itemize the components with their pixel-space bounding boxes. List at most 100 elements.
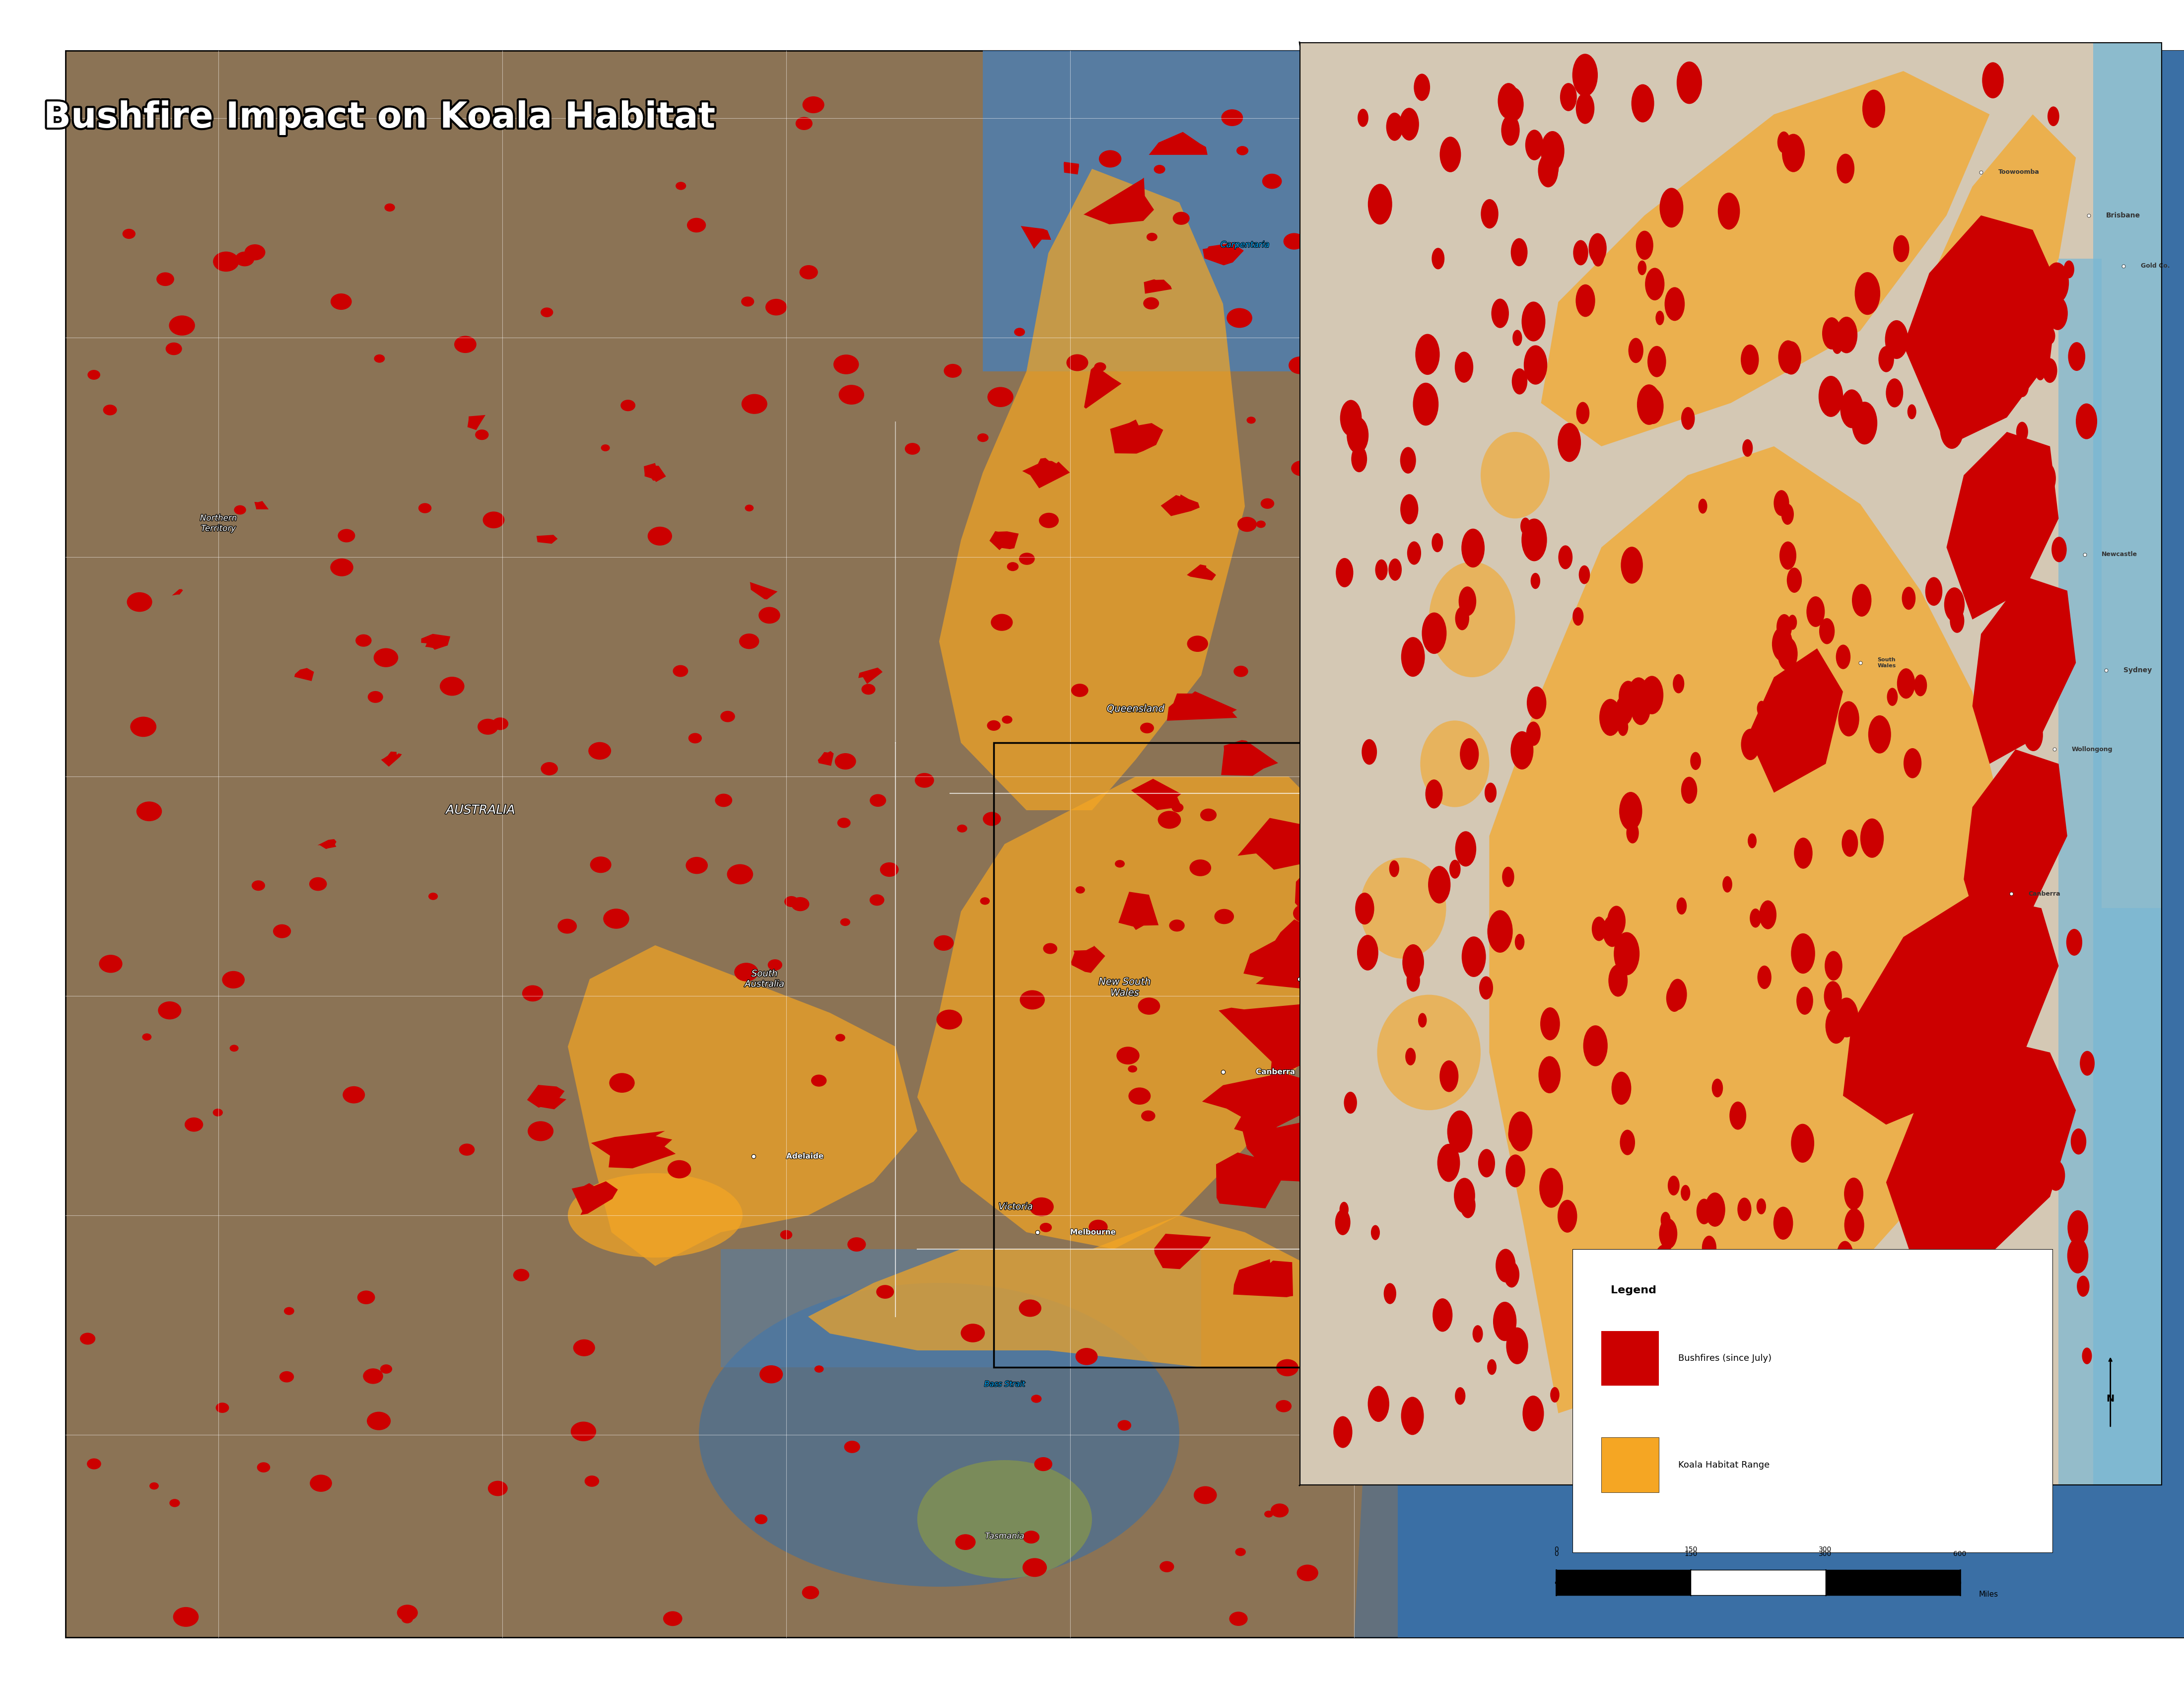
Bar [1690,1570,1826,1595]
Circle shape [1795,1300,1808,1320]
Circle shape [273,925,290,939]
Circle shape [1511,368,1527,395]
Circle shape [1524,130,1544,160]
Circle shape [173,1607,199,1627]
Circle shape [1352,446,1367,473]
Circle shape [1538,1057,1562,1094]
Circle shape [1789,614,1797,630]
Text: 300: 300 [1819,1550,1832,1556]
Circle shape [1572,608,1583,626]
Circle shape [1540,1168,1564,1209]
Circle shape [1321,270,1341,285]
Circle shape [373,648,397,667]
Circle shape [1031,1394,1042,1403]
Circle shape [688,733,701,743]
Circle shape [1339,1202,1348,1217]
Circle shape [721,711,736,722]
Polygon shape [1221,739,1278,776]
Polygon shape [173,589,183,596]
Circle shape [2042,358,2057,383]
Circle shape [1655,311,1664,326]
Polygon shape [295,668,314,680]
Circle shape [1020,1300,1042,1317]
Circle shape [1579,1416,1590,1435]
Circle shape [1361,739,1376,765]
Circle shape [384,203,395,211]
Text: Brisbane: Brisbane [2105,213,2140,219]
Circle shape [1638,260,1647,275]
Polygon shape [1109,420,1164,454]
Circle shape [1459,586,1476,616]
Circle shape [1230,1612,1247,1626]
Circle shape [1022,1558,1046,1577]
Circle shape [1614,932,1640,976]
Circle shape [590,856,612,873]
Circle shape [1832,336,1843,354]
Circle shape [1778,132,1791,154]
Circle shape [1852,402,1878,444]
Circle shape [935,935,954,950]
Circle shape [1029,1197,1053,1217]
Circle shape [212,1109,223,1116]
Circle shape [869,793,887,807]
Circle shape [1481,199,1498,228]
Circle shape [2011,542,2027,565]
Circle shape [673,665,688,677]
Circle shape [1800,665,1819,699]
Polygon shape [422,635,450,650]
Circle shape [957,824,968,832]
Circle shape [1439,1060,1459,1092]
Circle shape [1426,780,1444,809]
Circle shape [1682,1185,1690,1200]
Circle shape [1075,1349,1099,1366]
Circle shape [1284,233,1304,250]
Polygon shape [1234,1259,1293,1296]
Circle shape [1099,150,1120,167]
Circle shape [1487,1359,1496,1376]
Text: Sydney: Sydney [2123,667,2151,674]
Circle shape [1509,1111,1533,1151]
Circle shape [1616,1269,1642,1312]
Circle shape [847,1237,865,1251]
Circle shape [1933,376,1955,412]
Circle shape [1758,900,1776,928]
Circle shape [769,959,782,971]
Text: N: N [2105,1394,2114,1403]
Circle shape [1618,792,1642,830]
Circle shape [1782,503,1793,525]
Circle shape [1793,837,1813,869]
Text: Wollongong: Wollongong [2073,746,2112,753]
Circle shape [1778,636,1797,670]
Circle shape [738,633,760,650]
Circle shape [904,442,919,454]
Circle shape [1168,920,1184,932]
Circle shape [397,1605,417,1620]
Circle shape [1118,1420,1131,1431]
Circle shape [1455,830,1476,866]
Circle shape [2066,928,2081,955]
Text: Northern
Territory: Northern Territory [201,513,236,533]
Circle shape [1572,54,1599,96]
Polygon shape [1354,51,1485,1637]
Polygon shape [989,532,1018,550]
Circle shape [860,684,876,695]
Circle shape [1769,1315,1789,1350]
Circle shape [1385,1283,1396,1305]
Circle shape [1129,1087,1151,1104]
Circle shape [1778,341,1797,373]
Circle shape [1127,1065,1138,1072]
Circle shape [81,1334,96,1345]
Circle shape [2075,403,2097,439]
Text: 300: 300 [1819,1546,1832,1553]
Circle shape [1974,891,2001,933]
Circle shape [1791,1124,1815,1163]
Text: Tasman Sea: Tasman Sea [1769,1263,1813,1269]
Circle shape [1926,1290,1942,1313]
Circle shape [1171,803,1184,812]
Ellipse shape [1428,562,1516,677]
Polygon shape [572,1182,618,1215]
Circle shape [834,753,856,770]
Polygon shape [1160,495,1199,517]
Circle shape [236,252,253,267]
Circle shape [1660,1212,1671,1229]
